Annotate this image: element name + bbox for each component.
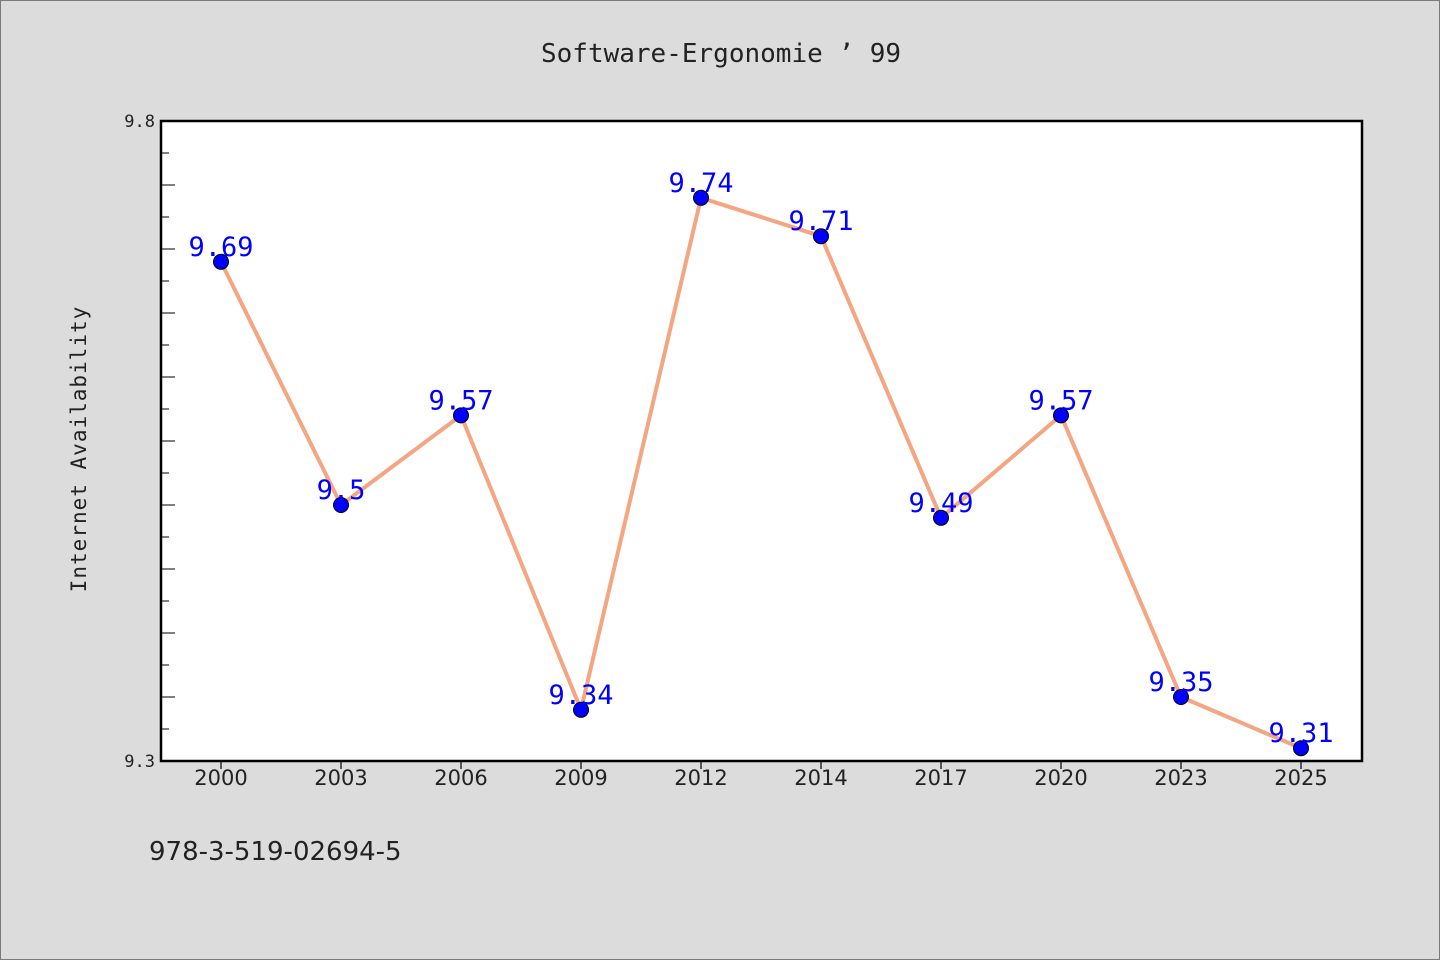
data-point [573, 701, 589, 718]
data-point [333, 497, 349, 513]
x-tick-label: 2006 [434, 766, 487, 790]
y-tick-label: 9.8 [124, 112, 155, 132]
data-point [1173, 689, 1189, 705]
x-tick-label: 2000 [194, 766, 247, 790]
x-tick-label: 2017 [914, 766, 967, 790]
x-tick-label: 2020 [1034, 766, 1087, 790]
data-label: 9.57 [1028, 385, 1093, 416]
chart-title: Software-Ergonomie ’ 99 [540, 39, 902, 69]
data-label: 9.49 [908, 488, 973, 519]
x-tick-label: 2009 [554, 766, 607, 790]
data-point [813, 228, 829, 245]
x-tick-label: 2014 [794, 766, 847, 790]
data-point [1053, 407, 1069, 424]
data-label: 9.71 [788, 206, 853, 237]
data-label: 9.35 [1148, 667, 1213, 698]
footer-code: 978-3-519-02694-5 [149, 837, 402, 867]
data-label: 9.69 [188, 232, 253, 263]
data-point [933, 509, 949, 526]
x-tick-label: 2003 [314, 766, 367, 790]
x-tick-label: 2023 [1154, 766, 1207, 790]
data-label: 9.31 [1268, 718, 1333, 749]
x-tick-label: 2012 [674, 766, 727, 790]
data-label: 9.34 [548, 680, 613, 711]
data-label: 9.5 [317, 475, 366, 506]
x-tick-label: 2025 [1274, 766, 1327, 790]
y-tick-label: 9.3 [124, 752, 155, 772]
data-point [693, 189, 709, 206]
data-point [1293, 740, 1309, 757]
data-label: 9.57 [428, 385, 493, 416]
data-point [453, 407, 469, 424]
data-label: 9.74 [668, 168, 733, 199]
series-line [219, 195, 1302, 751]
data-point [213, 253, 229, 270]
